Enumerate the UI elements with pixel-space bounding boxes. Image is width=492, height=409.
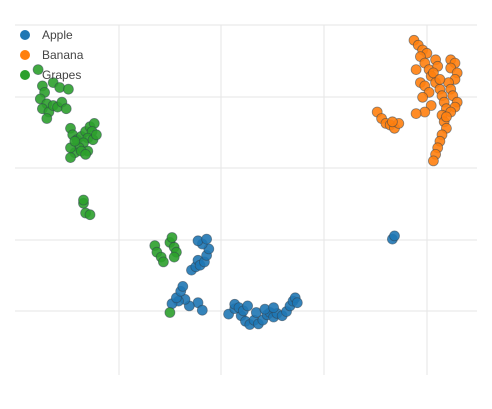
banana-point-21[interactable]: [427, 155, 439, 167]
banana-point-44[interactable]: [427, 67, 439, 79]
legend-marker-banana: [20, 50, 30, 60]
grapes-point-15[interactable]: [41, 113, 53, 124]
grapes-point-47[interactable]: [168, 251, 180, 263]
grapes-point-14[interactable]: [63, 83, 74, 95]
banana-point-38[interactable]: [417, 91, 429, 103]
legend-label-grapes: Grapes: [42, 68, 81, 82]
grapes-point-28[interactable]: [65, 152, 76, 164]
legend-label-apple: Apple: [42, 28, 73, 42]
legend-item-grapes[interactable]: Grapes: [20, 68, 81, 82]
apple-point-34[interactable]: [177, 280, 189, 292]
grapes-point-48[interactable]: [166, 232, 178, 243]
banana-point-52[interactable]: [386, 116, 398, 128]
grapes-point-49[interactable]: [164, 307, 176, 318]
banana-point-40[interactable]: [419, 106, 431, 118]
apple-point-46[interactable]: [389, 230, 400, 242]
legend[interactable]: Apple Banana Grapes: [20, 28, 84, 82]
grapes-point-1[interactable]: [32, 64, 44, 75]
apple-point-44[interactable]: [201, 233, 213, 245]
grapes-point-31[interactable]: [91, 129, 102, 141]
legend-item-apple[interactable]: Apple: [20, 28, 73, 42]
apple-point-24[interactable]: [259, 303, 271, 315]
apple-point-27[interactable]: [196, 304, 208, 316]
grapes-point-33[interactable]: [69, 135, 81, 147]
banana-point-33[interactable]: [440, 111, 452, 123]
legend-label-banana: Banana: [42, 48, 84, 62]
banana-point-41[interactable]: [410, 108, 422, 119]
banana-point-34[interactable]: [410, 64, 422, 75]
legend-marker-apple: [20, 30, 30, 40]
apple-point-25[interactable]: [268, 302, 280, 314]
grapes-point-35[interactable]: [80, 148, 91, 160]
grapes-point-13[interactable]: [54, 82, 66, 93]
grapes-point-38[interactable]: [84, 209, 96, 221]
apple-point-18[interactable]: [291, 297, 303, 309]
apple-point-22[interactable]: [242, 300, 254, 312]
data-points: [32, 34, 463, 330]
grapes-point-43[interactable]: [157, 256, 169, 268]
banana-point-39[interactable]: [425, 100, 437, 111]
series-grapes: [32, 64, 182, 318]
series-apple: [166, 230, 400, 330]
legend-marker-grapes: [20, 70, 30, 80]
grapes-point-39[interactable]: [78, 194, 89, 206]
grapes-point-11[interactable]: [60, 103, 72, 115]
banana-point-45[interactable]: [434, 74, 446, 85]
legend-item-banana[interactable]: Banana: [20, 48, 84, 62]
series-banana: [371, 34, 463, 167]
